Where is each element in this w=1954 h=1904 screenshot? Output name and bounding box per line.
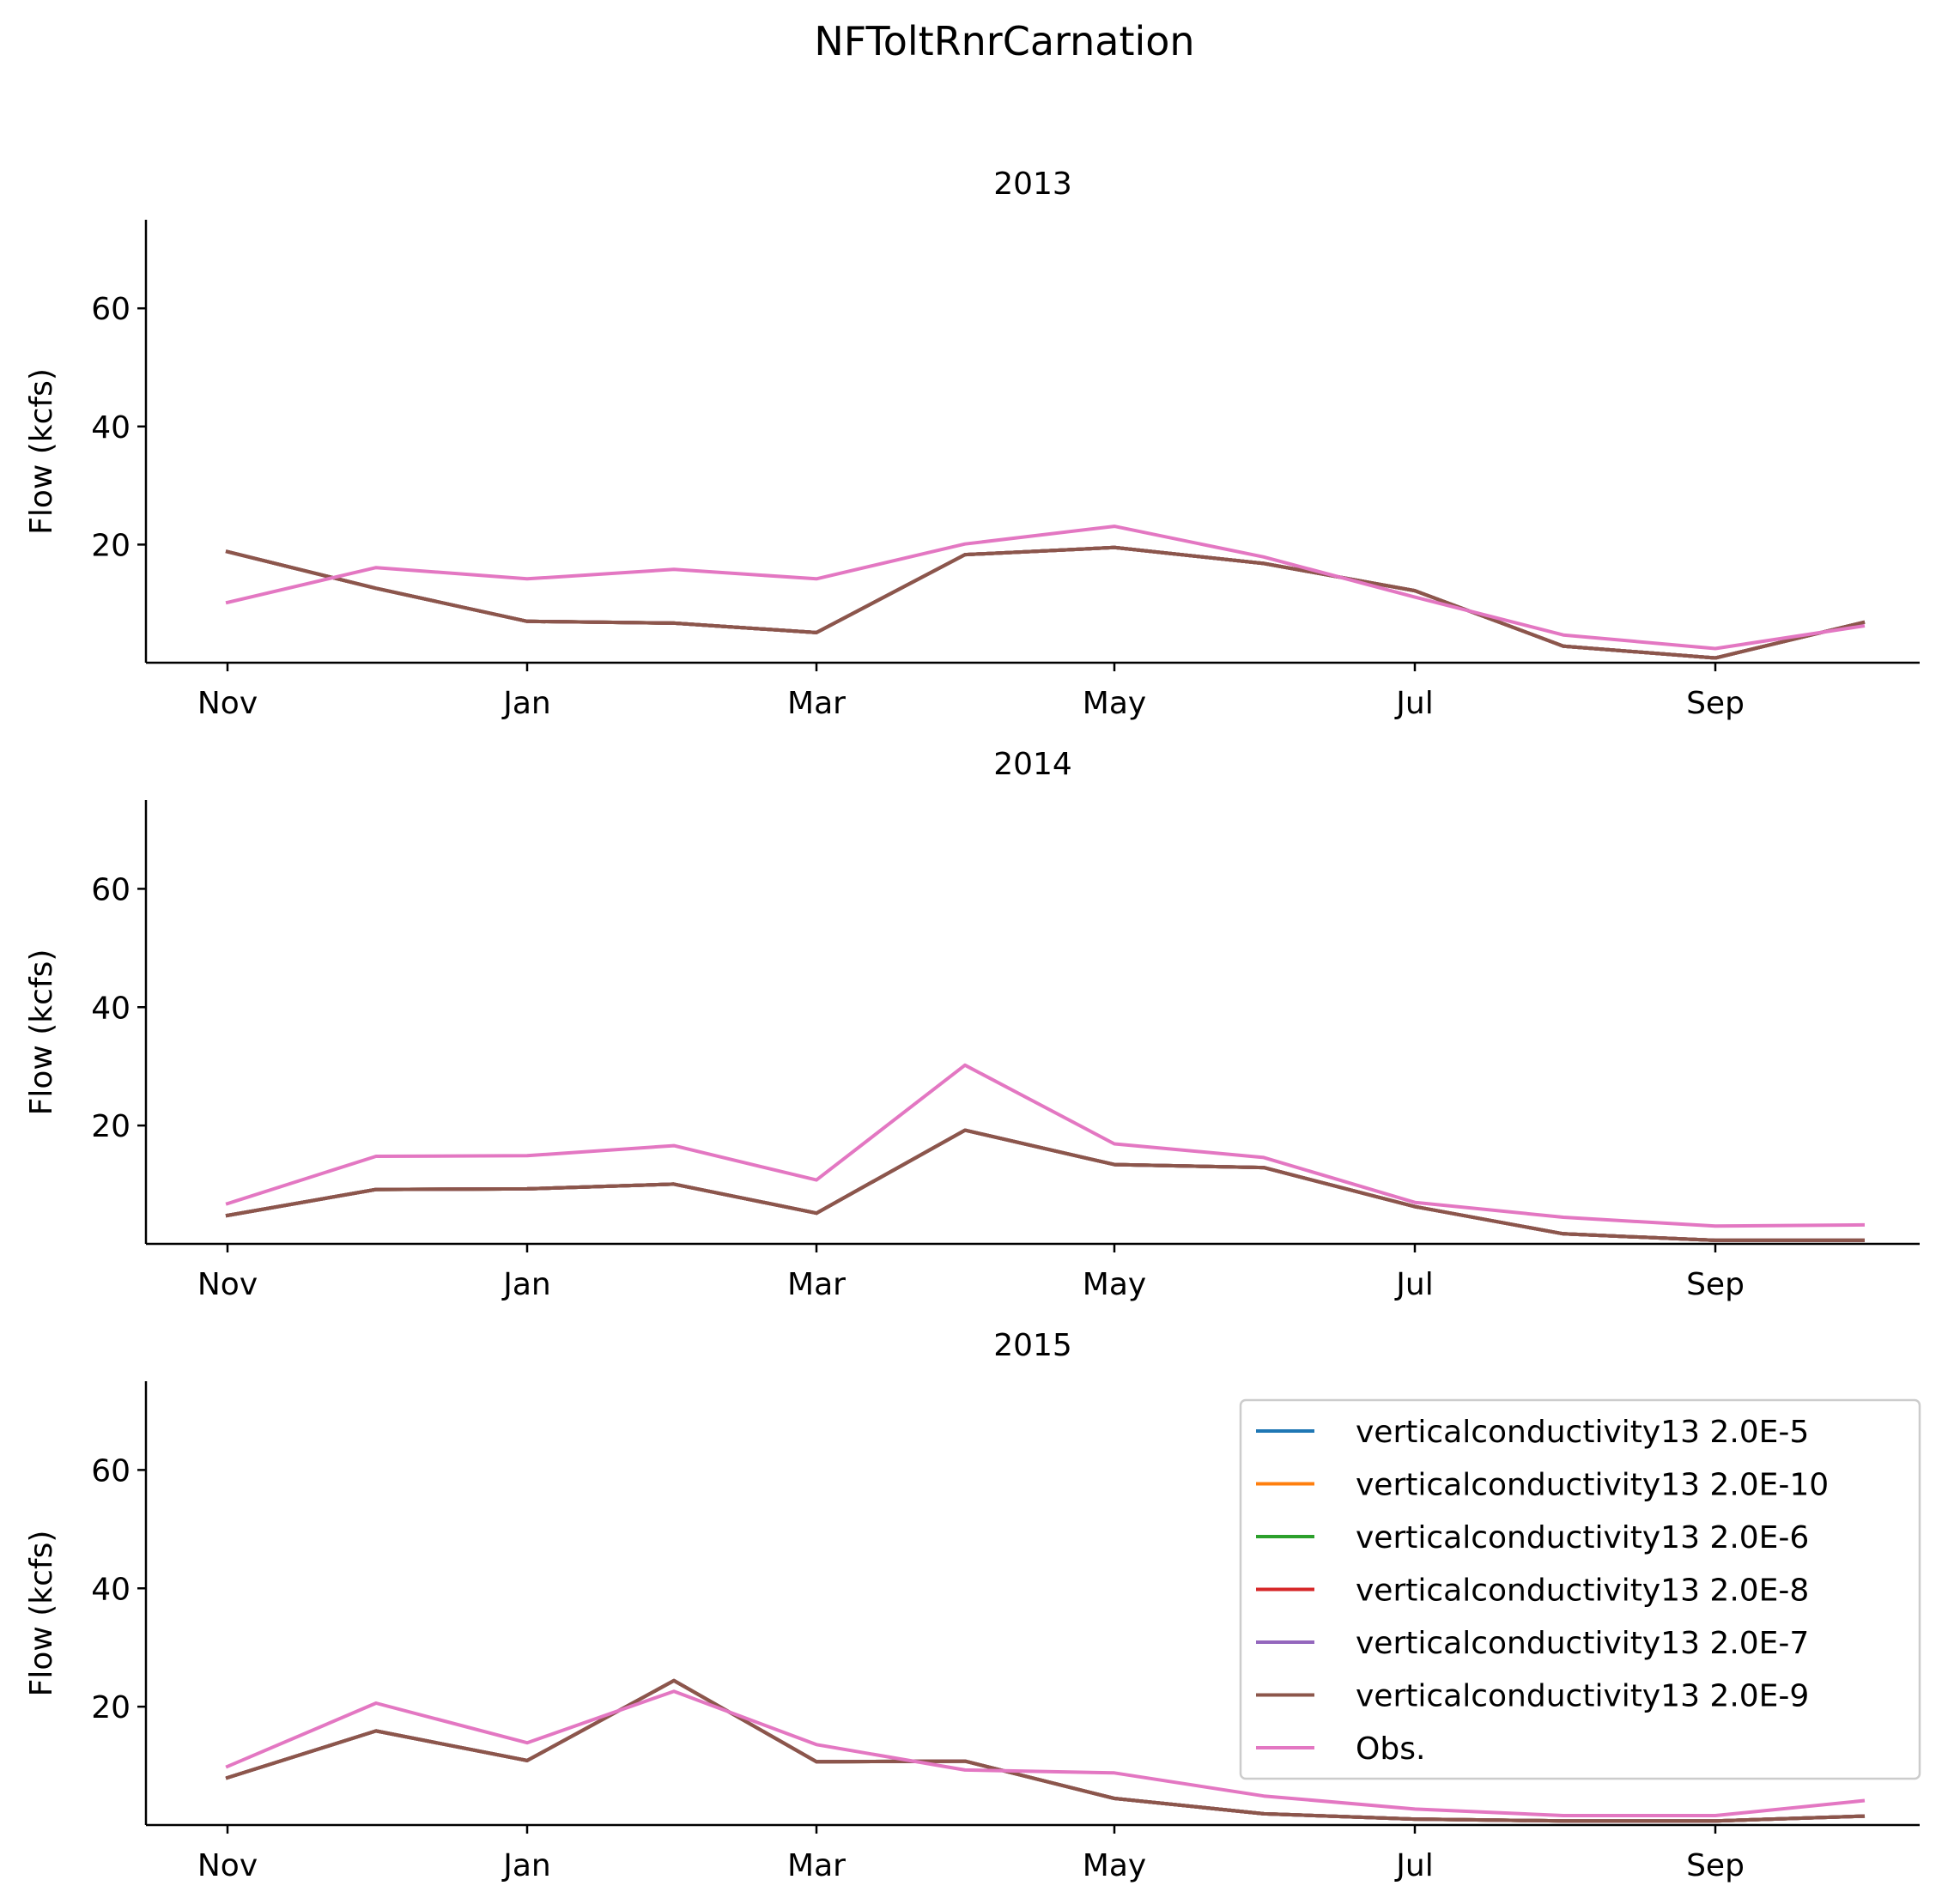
x-tick-label: Jul — [1394, 1848, 1433, 1883]
legend-entry-label: verticalconductivity13 2.0E-5 — [1356, 1415, 1809, 1450]
x-tick-label: May — [1083, 686, 1146, 721]
x-tick-label: Jan — [501, 1848, 551, 1883]
x-tick-label: Nov — [197, 1848, 258, 1883]
figure-suptitle: NFToltRnrCarnation — [814, 18, 1194, 64]
x-tick-label: Jan — [501, 686, 551, 721]
legend-entry-label: verticalconductivity13 2.0E-10 — [1356, 1468, 1829, 1503]
chart-panel-2015: 2015 20 40 60 Nov Jan Mar May Jul Sep Flow (kcfs) v… — [24, 1328, 1921, 1883]
y-tick-label: 60 — [91, 872, 130, 907]
y-tick-label: 20 — [91, 1690, 130, 1725]
x-tick-label: Sep — [1686, 1267, 1745, 1302]
y-tick-label: 40 — [91, 991, 130, 1026]
y-tick-label: 40 — [91, 1572, 130, 1607]
x-tick-label: Mar — [787, 686, 846, 721]
y-tick-label: 20 — [91, 528, 130, 563]
x-tick-label: Sep — [1686, 686, 1745, 721]
series-line-obs- — [225, 1689, 1866, 1817]
chart-title: 2014 — [993, 747, 1072, 782]
legend-entry-label: verticalconductivity13 2.0E-6 — [1356, 1520, 1809, 1555]
y-axis-label: Flow (kcfs) — [24, 949, 59, 1116]
x-tick-label: Sep — [1686, 1848, 1745, 1883]
series-line-obs- — [225, 525, 1866, 651]
y-tick-label: 20 — [91, 1109, 130, 1144]
y-tick-label: 60 — [91, 292, 130, 327]
legend-box — [1239, 1398, 1921, 1780]
y-axis-label: Flow (kcfs) — [24, 368, 59, 535]
chart-title: 2015 — [993, 1328, 1072, 1363]
legend: verticalconductivity13 2.0E-5 verticalcon… — [1239, 1398, 1921, 1780]
x-tick-label: Mar — [787, 1848, 846, 1883]
x-tick-label: Nov — [197, 1267, 258, 1302]
legend-entry-label: verticalconductivity13 2.0E-7 — [1356, 1626, 1809, 1661]
y-tick-label: 40 — [91, 410, 130, 446]
x-tick-label: May — [1083, 1267, 1146, 1302]
x-tick-label: Nov — [197, 686, 258, 721]
legend-entry-label: verticalconductivity13 2.0E-8 — [1356, 1574, 1809, 1609]
x-tick-label: Jan — [501, 1267, 551, 1302]
series-line-verticalconductivity13-2-0e-9 — [225, 545, 1866, 660]
series-line-verticalconductivity13-2-0e-9 — [225, 1678, 1866, 1823]
chart-panel-2013: 2013 20 40 60 Nov Jan Mar May Jul Sep Flow (kcfs) — [24, 167, 1920, 721]
series-line-verticalconductivity13-2-0e-9 — [225, 1128, 1865, 1242]
x-tick-label: May — [1083, 1848, 1146, 1883]
y-tick-label: 60 — [91, 1453, 130, 1489]
x-tick-label: Jul — [1394, 686, 1433, 721]
x-tick-label: Jul — [1394, 1267, 1433, 1302]
series-line-obs- — [225, 1063, 1866, 1228]
legend-entry-label: verticalconductivity13 2.0E-9 — [1356, 1679, 1809, 1714]
chart-panel-2014: 2014 20 40 60 Nov Jan Mar May Jul Sep Flow (kcfs) — [24, 747, 1920, 1302]
chart-title: 2013 — [993, 167, 1072, 202]
legend-entry-label: Obs. — [1356, 1731, 1425, 1767]
x-tick-label: Mar — [787, 1267, 846, 1302]
y-axis-label: Flow (kcfs) — [24, 1531, 59, 1697]
